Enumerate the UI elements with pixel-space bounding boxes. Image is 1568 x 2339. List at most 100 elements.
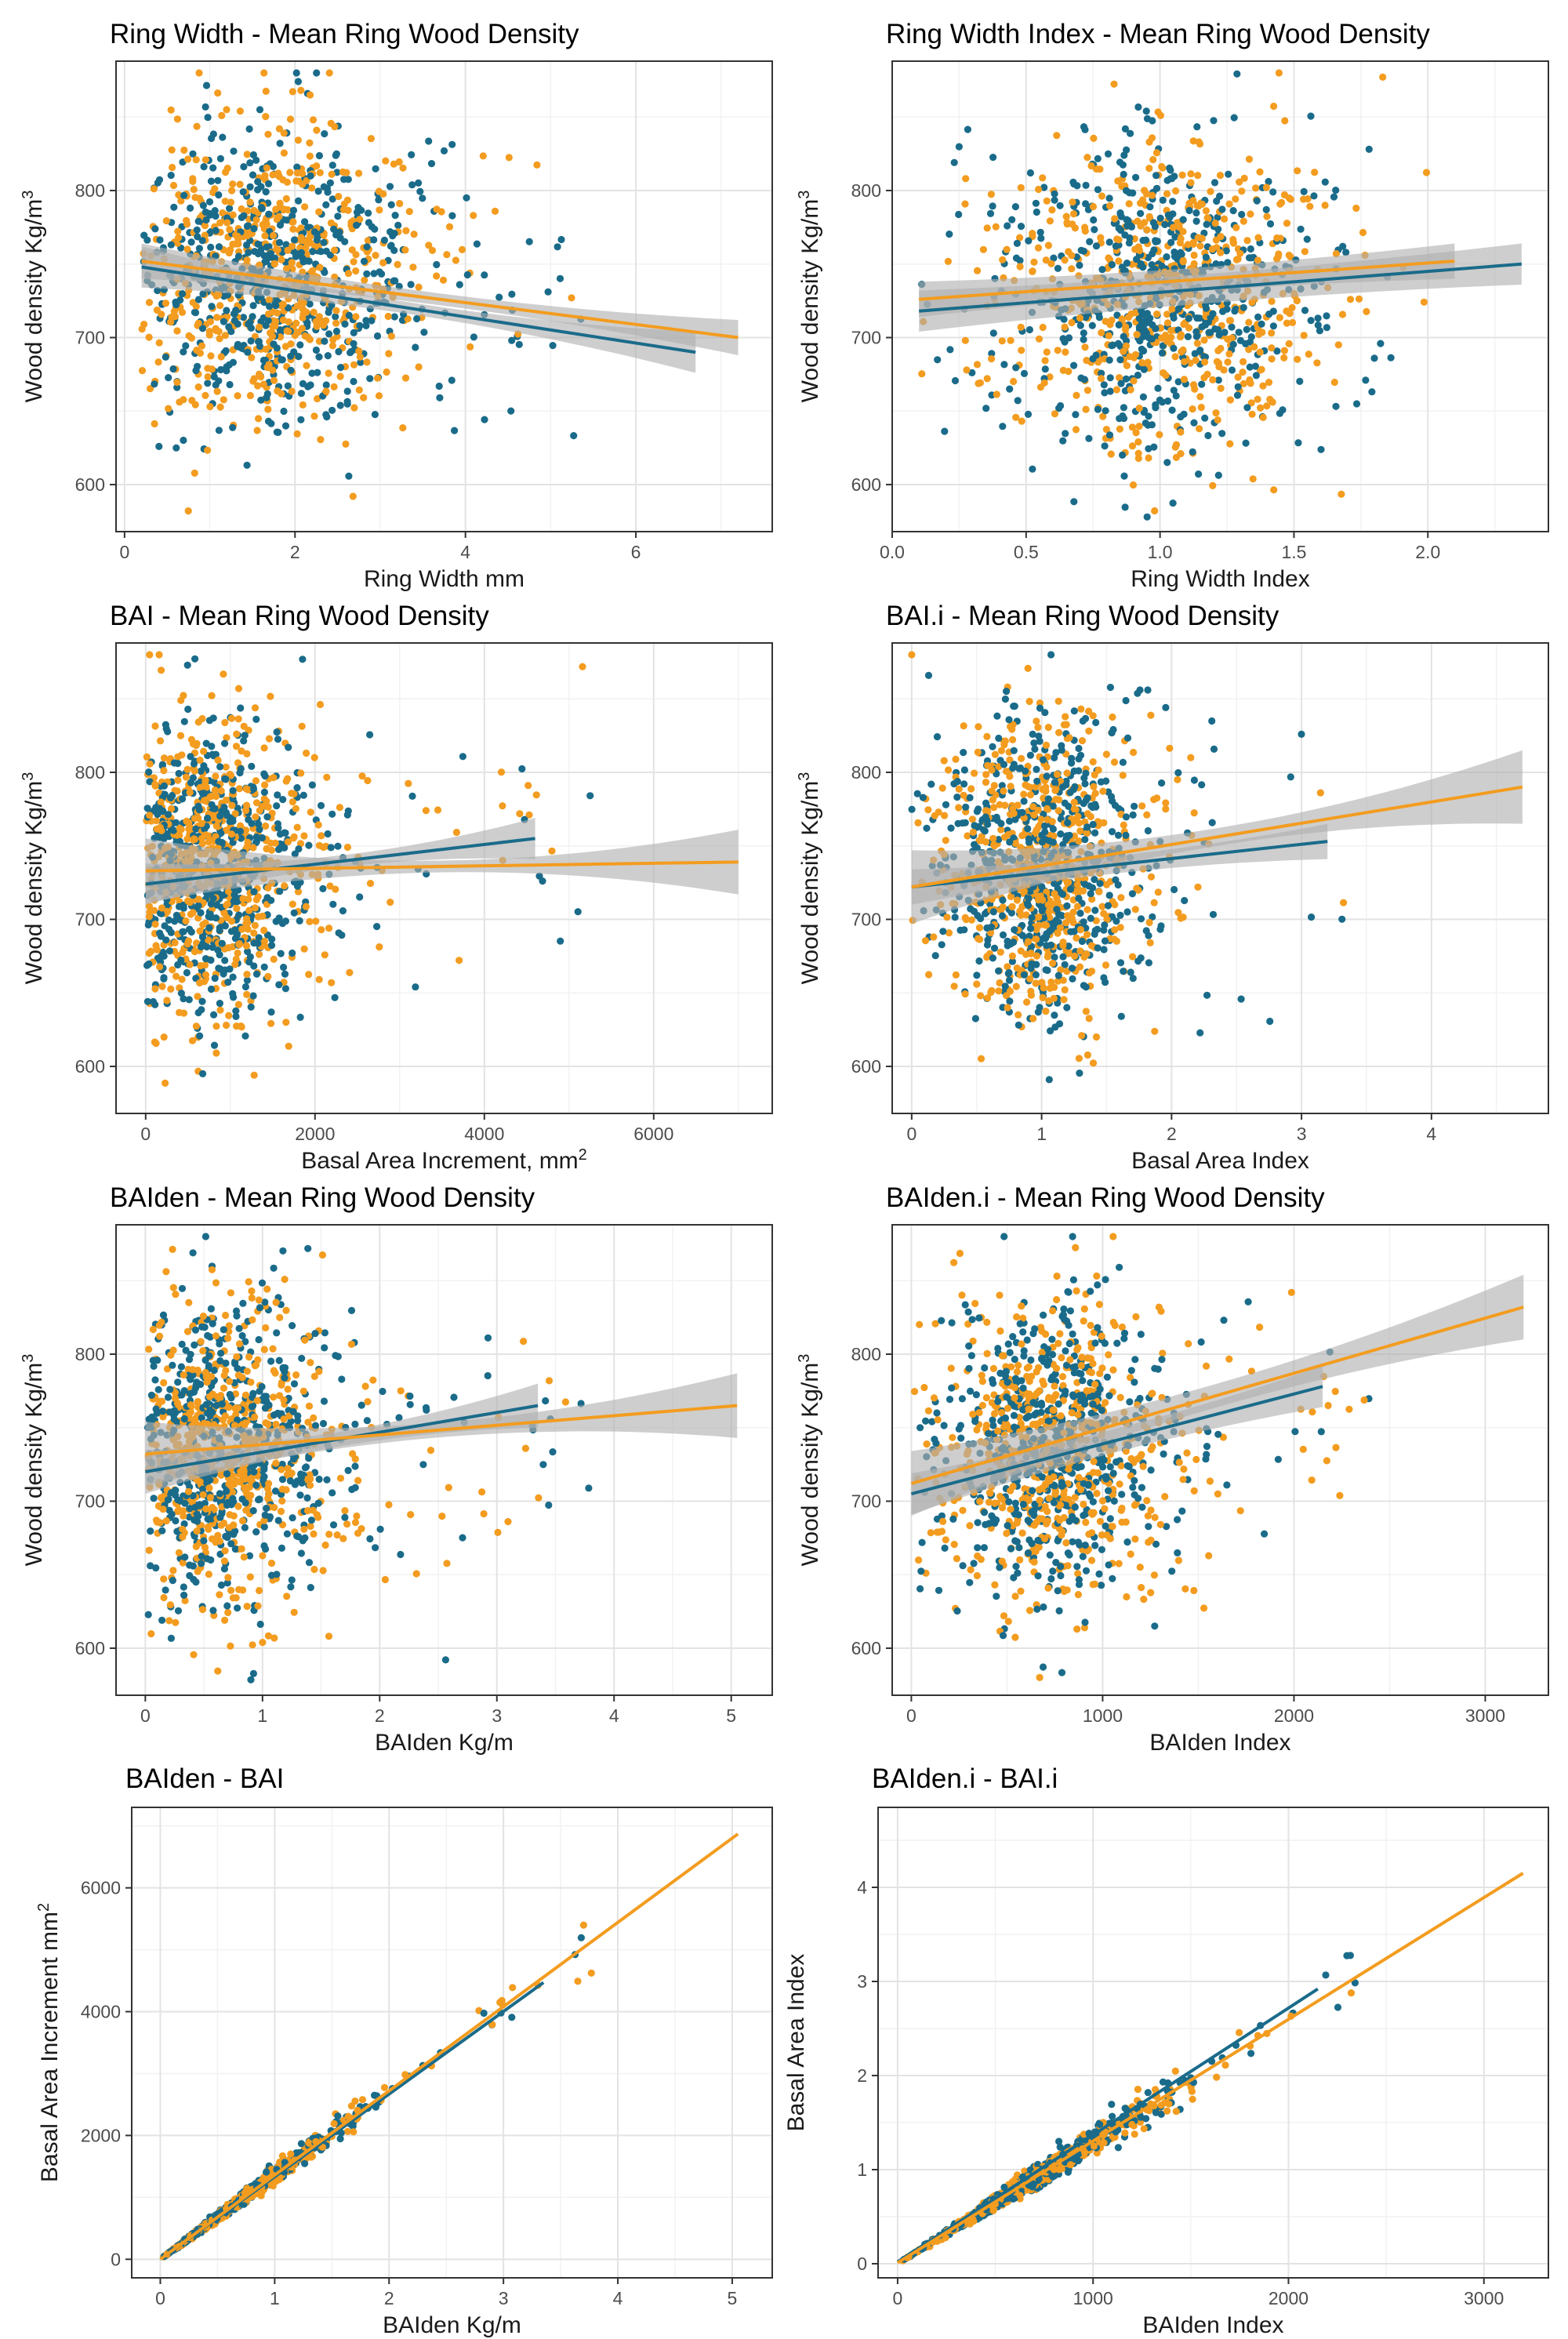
point-orange	[1030, 258, 1038, 266]
point-orange	[162, 1079, 169, 1087]
point-blue	[315, 151, 323, 160]
point-orange	[1379, 73, 1387, 81]
point-blue	[1000, 361, 1008, 369]
point-orange	[270, 376, 278, 384]
point-blue	[1216, 192, 1224, 200]
point-blue	[221, 957, 229, 964]
point-orange	[262, 345, 270, 353]
point-orange	[1247, 399, 1255, 407]
point-orange	[280, 129, 288, 137]
y-axis-label-superscript: 3	[20, 772, 37, 781]
point-blue	[1098, 266, 1106, 274]
point-blue	[230, 317, 238, 325]
point-blue	[205, 924, 213, 932]
point-orange	[194, 319, 202, 327]
point-blue	[1120, 968, 1127, 975]
point-orange	[156, 823, 164, 831]
point-blue	[224, 979, 232, 986]
point-orange	[281, 882, 289, 890]
point-orange	[251, 921, 259, 929]
point-orange	[1064, 912, 1072, 920]
point-orange	[924, 806, 932, 814]
point-orange	[1177, 450, 1185, 458]
point-orange	[1055, 728, 1063, 736]
point-blue	[1240, 303, 1247, 311]
point-orange	[983, 732, 991, 741]
point-orange	[201, 222, 209, 230]
point-orange	[1029, 267, 1036, 275]
point-blue	[1028, 960, 1036, 968]
point-orange	[1010, 377, 1018, 386]
point-blue	[264, 417, 273, 425]
point-orange	[1004, 963, 1011, 971]
point-orange	[146, 651, 154, 659]
point-orange	[1070, 798, 1078, 806]
point-orange	[995, 987, 1003, 995]
point-blue	[143, 804, 151, 812]
point-blue	[1152, 172, 1160, 180]
y-tick-label: 600	[75, 474, 105, 495]
point-orange	[952, 971, 960, 979]
point-orange	[1229, 334, 1236, 342]
point-blue	[993, 712, 1001, 720]
point-blue	[1237, 995, 1245, 1003]
point-orange	[1313, 359, 1321, 367]
point-blue	[1129, 811, 1137, 819]
point-orange	[180, 1009, 188, 1017]
point-blue	[281, 844, 289, 852]
point-blue	[1085, 434, 1093, 442]
point-orange	[944, 257, 952, 265]
x-tick-label: 0.5	[1014, 542, 1039, 562]
point-blue	[1214, 213, 1221, 221]
point-blue	[247, 1003, 255, 1011]
point-orange	[1300, 195, 1308, 203]
point-blue	[1120, 332, 1127, 340]
point-blue	[167, 241, 175, 249]
point-blue	[263, 390, 271, 398]
point-blue	[314, 369, 321, 376]
point-orange	[224, 248, 233, 256]
point-blue	[370, 236, 378, 244]
point-blue	[279, 796, 287, 804]
point-orange	[1042, 256, 1050, 264]
point-orange	[200, 797, 209, 804]
point-orange	[1042, 1008, 1050, 1015]
point-blue	[473, 240, 481, 248]
point-orange	[183, 940, 191, 948]
point-blue	[433, 260, 441, 269]
point-blue	[1082, 983, 1090, 991]
point-orange	[192, 1022, 200, 1030]
point-orange	[267, 1019, 275, 1027]
point-blue	[1190, 776, 1198, 784]
point-blue	[1254, 313, 1262, 321]
point-orange	[1232, 256, 1240, 263]
point-orange	[174, 227, 182, 235]
point-blue	[973, 808, 981, 815]
point-orange	[222, 796, 230, 804]
point-orange	[195, 69, 203, 77]
point-blue	[953, 778, 961, 786]
point-orange	[212, 793, 220, 801]
point-orange	[1270, 486, 1278, 494]
point-blue	[1051, 190, 1058, 198]
point-orange	[1268, 355, 1276, 363]
point-orange	[1211, 220, 1219, 227]
point-blue	[165, 374, 172, 382]
point-orange	[182, 917, 190, 925]
point-orange	[1018, 754, 1025, 763]
point-orange	[173, 787, 181, 795]
point-blue	[1167, 238, 1175, 246]
point-blue	[1138, 311, 1146, 318]
point-orange	[160, 767, 168, 775]
point-blue	[1303, 235, 1311, 243]
point-blue	[380, 236, 388, 244]
point-orange	[1009, 804, 1017, 812]
point-blue	[1056, 202, 1064, 209]
x-tick-label: 4	[1426, 1124, 1436, 1144]
point-blue	[289, 212, 296, 220]
point-blue	[1057, 830, 1065, 838]
point-orange	[1097, 234, 1105, 242]
point-blue	[162, 721, 169, 728]
point-blue	[1171, 252, 1179, 260]
point-blue	[160, 974, 168, 982]
